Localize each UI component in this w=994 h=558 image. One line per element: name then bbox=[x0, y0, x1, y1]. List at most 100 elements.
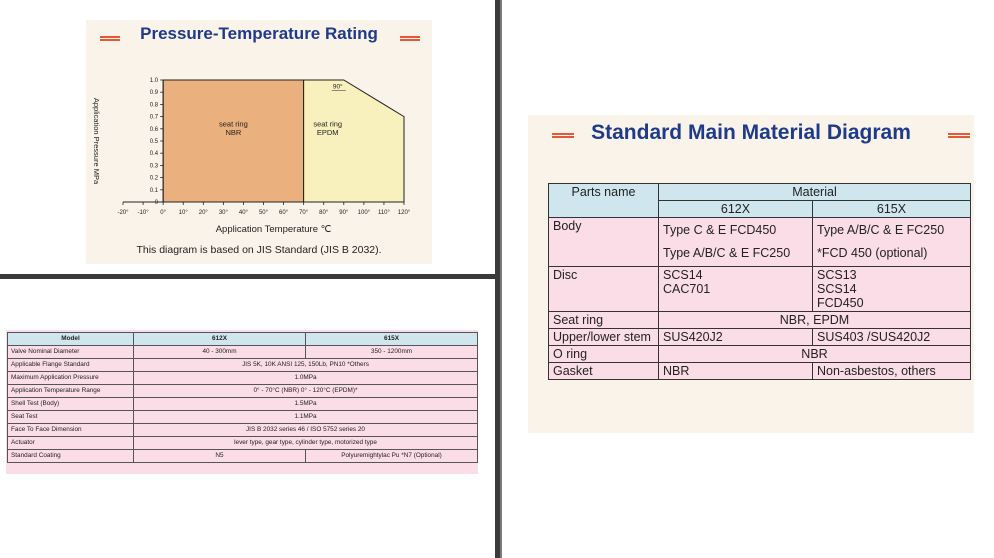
mat-part-name: Gasket bbox=[548, 362, 659, 380]
mat-material-612x: SUS420J2 bbox=[658, 328, 813, 346]
mat-title-decoration-left bbox=[552, 133, 574, 141]
horizontal-divider bbox=[0, 274, 497, 279]
mat-material-line: SCS13 bbox=[817, 268, 857, 282]
mat-part-name: O ring bbox=[548, 345, 659, 363]
spec-header-row: Model 612X 615X bbox=[7, 332, 478, 346]
x-tick-label: 0° bbox=[160, 210, 166, 216]
mat-row: Disc SCS14 CAC701 SCS13 SCS14 FCD450 bbox=[548, 266, 971, 312]
spec-row-value-612x: N5 bbox=[133, 449, 306, 463]
nbr-region-label: seat ring bbox=[219, 119, 248, 128]
mat-row: Body Type C & E FCD450 Type A/B/C & E FC25… bbox=[548, 217, 971, 267]
spec-row-label: Standard Coating bbox=[7, 449, 134, 463]
y-tick-label: 0.6 bbox=[150, 127, 159, 133]
mat-material-615x: SUS403 /SUS420J2 bbox=[812, 328, 971, 346]
mat-material-615x: Non-asbestos, others bbox=[812, 362, 971, 380]
mat-material-line: Type C & E FCD450 bbox=[663, 223, 777, 237]
spec-row: Valve Nominal Diameter 40 - 300mm 350 - 12… bbox=[7, 345, 478, 359]
mat-material-line: SCS14 bbox=[663, 268, 703, 282]
mat-material-line: SCS14 bbox=[817, 282, 857, 296]
mat-material-612x: NBR bbox=[658, 362, 813, 380]
mat-material-line: NBR bbox=[663, 364, 690, 378]
pressure-temperature-panel: Pressure-Temperature Rating seat ring NBR… bbox=[86, 20, 432, 264]
mat-material-value: NBR, EPDM bbox=[658, 311, 971, 329]
x-tick-label: 80° bbox=[319, 210, 329, 216]
spec-row-label: Shell Test (Body) bbox=[7, 397, 134, 411]
y-axis-label: Application Pressure MPa bbox=[92, 98, 101, 185]
x-tick-label: 40° bbox=[239, 210, 249, 216]
x-tick-label: 30° bbox=[219, 210, 229, 216]
spec-row-label: Applicable Flange Standard bbox=[7, 358, 134, 372]
spec-row-value: 1.1MPa bbox=[133, 410, 478, 424]
spec-row-value: 0° - 70°C (NBR) 0° - 120°C (EPDM)* bbox=[133, 384, 478, 398]
mat-part-name: Upper/lower stem bbox=[548, 328, 659, 346]
spec-row-value: 1.0MPa bbox=[133, 371, 478, 385]
specification-table: Model 612X 615X Valve Nominal Diameter 40… bbox=[7, 332, 478, 463]
mat-material-value: NBR bbox=[658, 345, 971, 363]
x-tick-label: -20° bbox=[117, 210, 129, 216]
material-table: Parts name Material 612X 615X Body Type C… bbox=[548, 183, 971, 380]
mat-part-name: Body bbox=[548, 217, 659, 267]
y-tick-label: 0.3 bbox=[150, 163, 159, 169]
mat-header-612x: 612X bbox=[658, 200, 813, 218]
spec-header-model: Model bbox=[7, 332, 134, 346]
epdm-region-label: seat ring bbox=[313, 119, 342, 128]
spec-row: Application Temperature Range 0° - 70°C (… bbox=[7, 384, 478, 398]
x-tick-label: 90° bbox=[339, 210, 349, 216]
x-tick-label: 60° bbox=[279, 210, 289, 216]
mat-material-615x: Type A/B/C & E FC250 *FCD 450 (optional) bbox=[812, 217, 971, 267]
y-tick-label: 0.9 bbox=[150, 90, 159, 96]
spec-row-value: lever type, gear type, cylinder type, mo… bbox=[133, 436, 478, 450]
spec-row: Face To Face Dimension JIS B 2032 series … bbox=[7, 423, 478, 437]
spec-row-value: 1.5MPa bbox=[133, 397, 478, 411]
spec-row: Applicable Flange Standard JIS 5K, 10K AN… bbox=[7, 358, 478, 372]
material-title: Standard Main Material Diagram bbox=[591, 121, 911, 144]
x-tick-label: 110° bbox=[378, 210, 391, 216]
x-tick-label: 50° bbox=[259, 210, 269, 216]
spec-row: Shell Test (Body) 1.5MPa bbox=[7, 397, 478, 411]
y-tick-label: 1.0 bbox=[150, 78, 159, 84]
mat-row: Upper/lower stem SUS420J2 SUS403 /SUS420J2 bbox=[548, 328, 971, 346]
spec-row-label: Face To Face Dimension bbox=[7, 423, 134, 437]
material-diagram-panel: Standard Main Material Diagram Parts nam… bbox=[528, 115, 974, 433]
mat-material-line: CAC701 bbox=[663, 282, 711, 296]
vertical-divider-right bbox=[500, 0, 502, 558]
mat-material-612x: SCS14 CAC701 bbox=[658, 266, 813, 312]
spec-header-615x: 615X bbox=[305, 332, 478, 346]
spec-row: Maximum Application Pressure 1.0MPa bbox=[7, 371, 478, 385]
mat-header-row-2: 612X 615X bbox=[549, 200, 971, 218]
mat-material-line: SUS420J2 bbox=[663, 330, 723, 344]
y-tick-label: 0.7 bbox=[150, 115, 159, 121]
mat-header-row-1: Parts name Material bbox=[548, 183, 971, 218]
y-tick-label: 0.1 bbox=[150, 188, 159, 194]
x-axis-label: Application Temperature ℃ bbox=[216, 224, 332, 235]
mat-header-material: Material bbox=[658, 183, 971, 201]
spec-row-value-615x: Polyuremightylac Pu *N7 (Optional) bbox=[305, 449, 478, 463]
spec-row-label: Maximum Application Pressure bbox=[7, 371, 134, 385]
mat-material-line: FCD450 bbox=[817, 296, 864, 310]
mat-header-615x: 615X bbox=[812, 200, 971, 218]
spec-row-value: JIS B 2032 series 46 / ISO 5752 series 2… bbox=[133, 423, 478, 437]
x-tick-label: 120° bbox=[398, 210, 411, 216]
y-tick-label: 0.8 bbox=[150, 102, 159, 108]
title-decoration-left bbox=[100, 36, 120, 43]
mat-material-line: *FCD 450 (optional) bbox=[817, 246, 928, 260]
mat-title-decoration-right bbox=[948, 133, 970, 141]
x-tick-label: 10° bbox=[179, 210, 189, 216]
mat-material-line: Type A/B/C & E FC250 bbox=[663, 246, 791, 260]
mat-row: O ring NBR bbox=[548, 345, 971, 363]
mat-material-615x: SCS13 SCS14 FCD450 bbox=[812, 266, 971, 312]
mat-material-612x: Type C & E FCD450 Type A/B/C & E FC250 bbox=[658, 217, 813, 267]
spec-row-value-615x: 350 - 1200mm bbox=[305, 345, 478, 359]
mat-row: Gasket NBR Non-asbestos, others bbox=[548, 362, 971, 380]
mat-part-name: Seat ring bbox=[548, 311, 659, 329]
mat-material-line: Type A/B/C & E FC250 bbox=[817, 223, 945, 237]
x-tick-label: 70° bbox=[299, 210, 309, 216]
epdm-region bbox=[303, 79, 405, 203]
spec-row-label: Seat Test bbox=[7, 410, 134, 424]
y-tick-label: 0.2 bbox=[150, 176, 159, 182]
mat-header-parts: Parts name bbox=[548, 183, 659, 218]
spec-header-612x: 612X bbox=[133, 332, 306, 346]
mat-material-line: Non-asbestos, others bbox=[817, 364, 936, 378]
y-tick-label: 0.5 bbox=[150, 139, 159, 145]
